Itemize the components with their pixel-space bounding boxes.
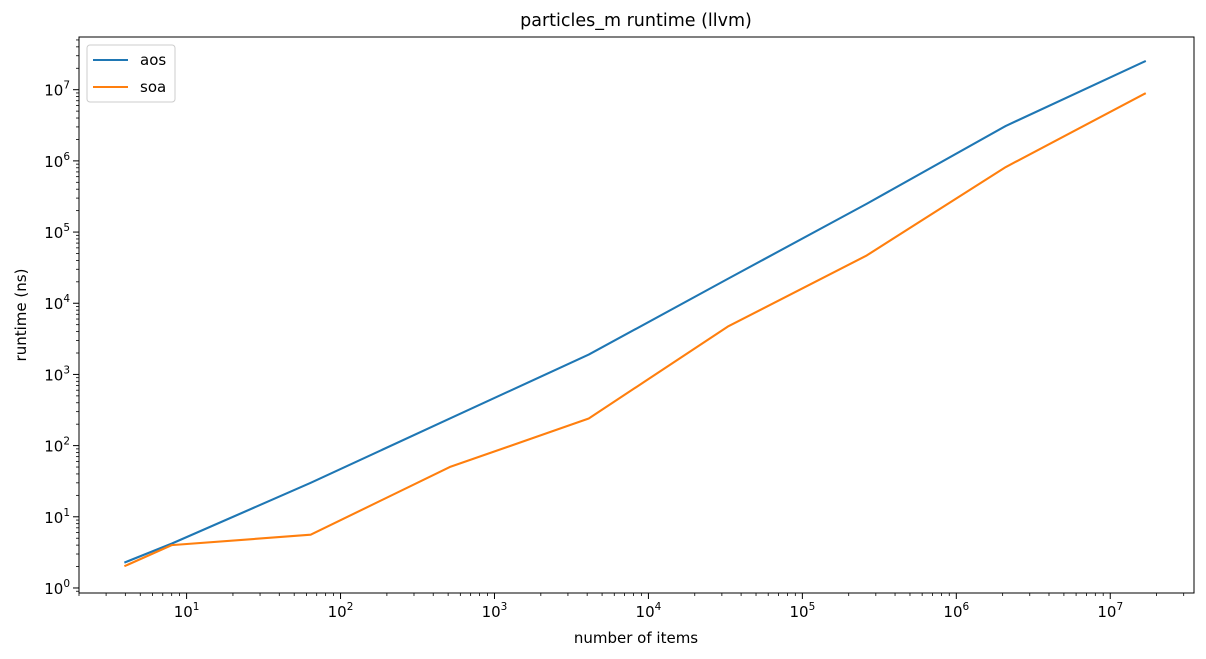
x-tick-exponent: 2 <box>347 601 354 613</box>
y-tick-base: 10 <box>44 366 63 384</box>
y-tick-base: 10 <box>44 224 63 242</box>
y-tick-exponent: 0 <box>63 578 70 590</box>
x-tick-exponent: 1 <box>193 601 200 613</box>
y-tick-exponent: 3 <box>63 364 70 376</box>
y-tick-exponent: 1 <box>63 507 70 519</box>
x-tick-exponent: 6 <box>963 601 970 613</box>
y-tick-base: 10 <box>44 580 63 598</box>
x-tick-label: 104 <box>636 601 662 621</box>
x-tick-exponent: 5 <box>809 601 816 613</box>
y-tick-label: 106 <box>44 151 70 171</box>
y-tick-exponent: 2 <box>63 436 70 448</box>
x-tick-base: 10 <box>482 603 501 621</box>
y-tick-exponent: 5 <box>63 222 70 234</box>
legend-label-soa: soa <box>140 78 166 96</box>
x-axis-label: number of items <box>574 629 698 647</box>
chart-title: particles_m runtime (llvm) <box>520 11 752 31</box>
x-tick-label: 102 <box>328 601 354 621</box>
y-tick-base: 10 <box>44 82 63 100</box>
series-line-aos <box>123 59 1147 564</box>
y-tick-label: 102 <box>44 436 70 456</box>
y-tick-label: 100 <box>44 578 70 598</box>
y-tick-base: 10 <box>44 509 63 527</box>
y-tick-label: 101 <box>44 507 70 527</box>
y-tick-exponent: 7 <box>63 80 70 92</box>
x-tick-exponent: 4 <box>655 601 662 613</box>
axes-frame <box>78 36 1195 594</box>
legend: aos soa <box>86 44 176 103</box>
y-tick-base: 10 <box>44 153 63 171</box>
x-tick-label: 103 <box>482 601 508 621</box>
x-tick-exponent: 3 <box>501 601 508 613</box>
x-tick-base: 10 <box>328 603 347 621</box>
x-tick-label: 101 <box>174 601 200 621</box>
x-tick-base: 10 <box>1097 603 1116 621</box>
x-tick-label: 105 <box>789 601 815 621</box>
plot-area: 101 102 103 104 105 106 1071001011021031041051… <box>44 36 1195 621</box>
x-tick-base: 10 <box>943 603 962 621</box>
x-tick-base: 10 <box>636 603 655 621</box>
x-tick-label: 107 <box>1097 601 1123 621</box>
y-tick-label: 107 <box>44 80 70 100</box>
y-tick-label: 103 <box>44 364 70 384</box>
y-tick-exponent: 4 <box>63 293 70 305</box>
x-tick-base: 10 <box>174 603 193 621</box>
y-tick-label: 104 <box>44 293 70 313</box>
series-line-soa <box>123 92 1147 568</box>
y-tick-base: 10 <box>44 295 63 313</box>
x-tick-exponent: 7 <box>1116 601 1123 613</box>
legend-label-aos: aos <box>140 51 166 69</box>
y-tick-base: 10 <box>44 438 63 456</box>
y-tick-label: 105 <box>44 222 70 242</box>
x-tick-base: 10 <box>789 603 808 621</box>
x-tick-label: 106 <box>943 601 969 621</box>
y-tick-exponent: 6 <box>63 151 70 163</box>
y-axis-label: runtime (ns) <box>12 269 30 362</box>
